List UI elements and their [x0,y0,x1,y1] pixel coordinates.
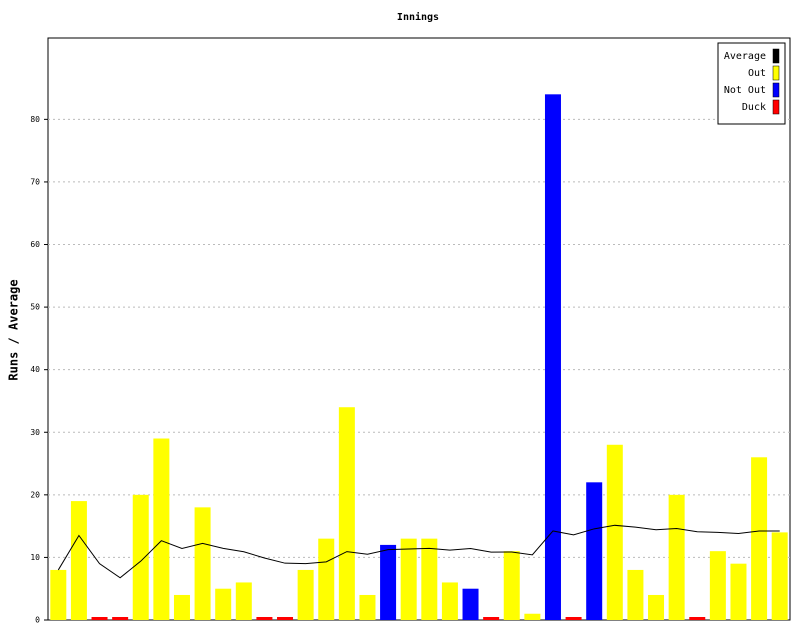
y-tick-label: 40 [30,365,40,374]
bar [338,407,355,620]
bar [235,582,252,620]
bar [565,617,582,620]
bar [173,594,190,620]
chart-title: Innings [397,11,439,23]
bar [297,569,314,620]
legend-label: Average [724,51,766,62]
legend-label: Out [748,68,766,79]
average-line [57,524,780,579]
bar [606,444,623,620]
y-axis-label: Runs / Average [7,279,21,380]
bar [318,538,335,620]
y-tick-label: 20 [30,490,40,499]
bar [277,617,294,620]
y-tick-label: 10 [30,553,40,562]
bar [524,613,541,620]
bar [256,617,273,620]
legend-swatch [772,82,780,98]
bar [771,532,788,620]
bar [730,563,747,620]
y-tick-label: 30 [30,428,40,437]
legend-swatch [772,65,780,81]
bar [50,569,67,620]
bar [689,617,706,620]
legend-swatch [772,48,780,64]
bar [194,507,211,620]
bar [112,617,129,620]
bar [483,617,500,620]
bar [70,501,87,620]
bar [586,482,603,620]
bar [421,538,438,620]
bar [668,494,685,620]
bar [359,594,376,620]
bar [544,94,561,621]
y-tick-label: 0 [35,616,40,625]
bar [503,551,520,620]
bar [462,588,479,620]
bar [441,582,458,620]
bar [709,551,726,620]
plot-frame [47,37,791,621]
bar [400,538,417,620]
y-tick-label: 50 [30,303,40,312]
y-tick-label: 60 [30,240,40,249]
bar [91,617,108,620]
bar [380,544,397,620]
bar [215,588,232,620]
bar [627,569,644,620]
legend-swatch [772,99,780,115]
bar [153,438,170,620]
bar [751,457,768,620]
legend-label: Not Out [724,85,766,96]
bar [132,494,149,620]
legend-label: Duck [742,102,766,113]
y-tick-label: 80 [30,115,40,124]
y-tick-label: 70 [30,177,40,186]
bar [648,594,665,620]
